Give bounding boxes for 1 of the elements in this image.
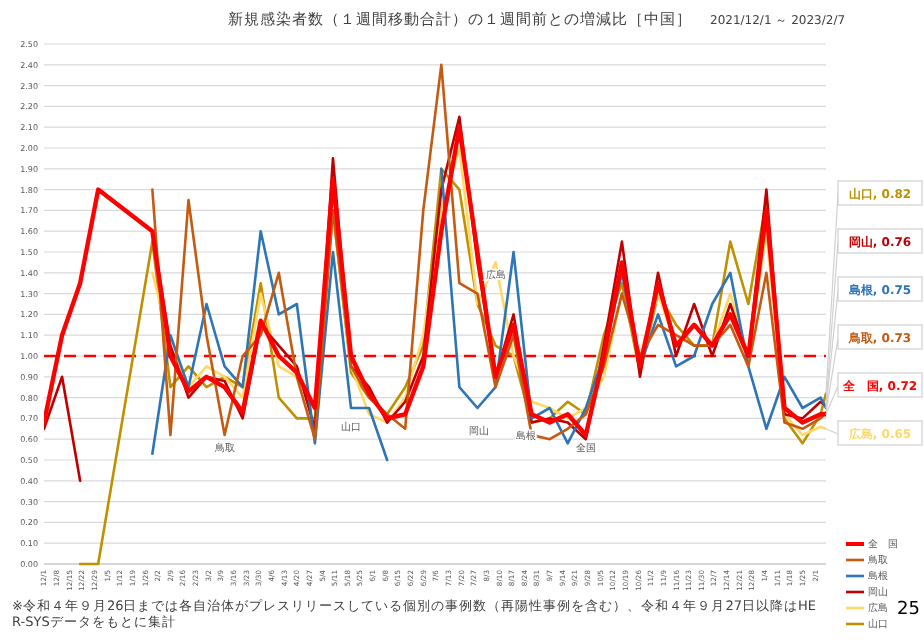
text: 25 bbox=[897, 600, 920, 620]
